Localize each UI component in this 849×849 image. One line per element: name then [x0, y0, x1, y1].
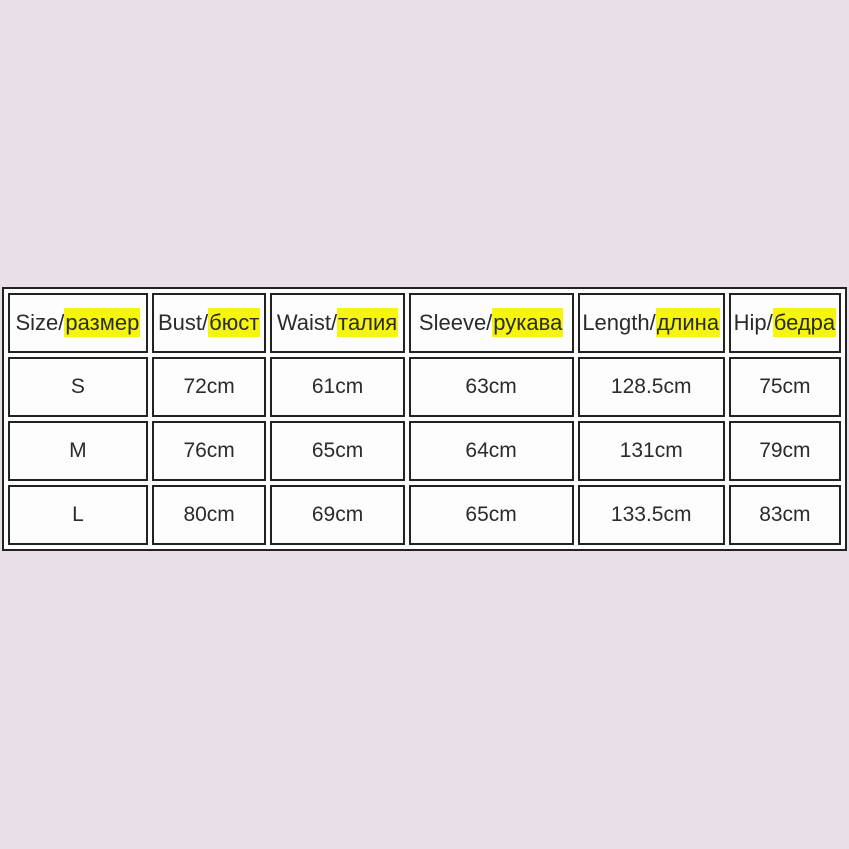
waist-value-cell: 65cm [270, 421, 405, 481]
size-label-cell: M [8, 421, 148, 481]
header-cell-size: Size/размер [8, 293, 148, 353]
length-value-cell: 131cm [577, 421, 725, 481]
table-row-size-m: M 76cm 65cm 64cm 131cm 79cm [8, 421, 841, 481]
header-row: Size/размер Bust/бюст Waist/талия Sleeve… [8, 293, 841, 353]
bust-value-cell: 80cm [151, 485, 267, 545]
header-label-ru-highlight: бюст [208, 308, 261, 337]
length-value-cell: 128.5cm [577, 357, 725, 417]
header-cell-sleeve: Sleeve/рукава [408, 293, 574, 353]
bust-value-cell: 76cm [151, 421, 267, 481]
table-row-size-l: L 80cm 69cm 65cm 133.5cm 83cm [8, 485, 841, 545]
sleeve-value-cell: 63cm [408, 357, 574, 417]
hip-value-cell: 75cm [728, 357, 841, 417]
header-label-en: Length/ [582, 310, 656, 335]
header-label-ru-highlight: талия [337, 308, 399, 337]
hip-value-cell: 79cm [728, 421, 841, 481]
size-label-cell: L [8, 485, 148, 545]
header-cell-hip: Hip/бедра [728, 293, 841, 353]
header-cell-bust: Bust/бюст [151, 293, 267, 353]
length-value-cell: 133.5cm [577, 485, 725, 545]
sleeve-value-cell: 64cm [408, 421, 574, 481]
header-label-ru-highlight: рукава [492, 308, 564, 337]
header-label-ru-highlight: размер [64, 308, 141, 337]
waist-value-cell: 61cm [270, 357, 405, 417]
size-label-cell: S [8, 357, 148, 417]
header-label-ru-highlight: бедра [772, 308, 837, 337]
sleeve-value-cell: 65cm [408, 485, 574, 545]
header-label-en: Hip/ [733, 310, 773, 335]
header-label-ru-highlight: длина [655, 308, 721, 337]
size-chart-table: Size/размер Bust/бюст Waist/талия Sleeve… [2, 287, 847, 551]
waist-value-cell: 69cm [270, 485, 405, 545]
header-cell-length: Length/длина [577, 293, 725, 353]
table-row-size-s: S 72cm 61cm 63cm 128.5cm 75cm [8, 357, 841, 417]
header-label-en: Bust/ [157, 310, 209, 335]
bust-value-cell: 72cm [151, 357, 267, 417]
header-cell-waist: Waist/талия [270, 293, 405, 353]
header-label-en: Size/ [15, 310, 65, 335]
hip-value-cell: 83cm [728, 485, 841, 545]
header-label-en: Waist/ [276, 310, 338, 335]
header-label-en: Sleeve/ [418, 310, 493, 335]
